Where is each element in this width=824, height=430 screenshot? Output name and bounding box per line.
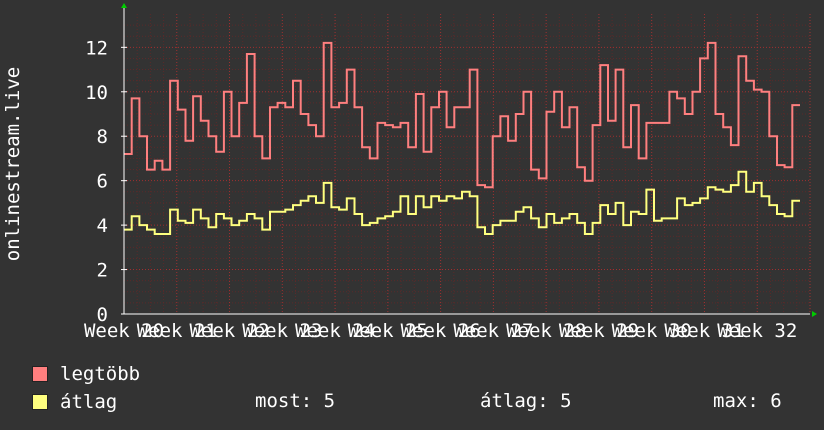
axes: [121, 3, 817, 317]
legend-swatch-legtobb: [32, 366, 48, 382]
x-axis-arrow: [812, 311, 817, 317]
x-tick-label: Week 21: [137, 320, 217, 342]
x-tick-label: Week 31: [664, 320, 744, 342]
legend-item-atlag: átlag: [32, 390, 117, 414]
series-line-legtobb: [124, 41, 800, 189]
y-tick-label: 12: [85, 37, 108, 59]
y-tick-label: 0: [97, 304, 108, 326]
x-tick-label: Week 32: [717, 320, 797, 342]
x-tick-label: Week 24: [295, 320, 375, 342]
x-tick-label: Week 23: [242, 320, 322, 342]
stat-now: most: 5: [255, 390, 336, 412]
x-tick-label: Week 30: [612, 320, 692, 342]
y-tick-label: 8: [97, 126, 108, 148]
x-tick-label: Week 25: [348, 320, 428, 342]
legend-swatch-atlag: [32, 394, 48, 410]
x-tick-label: Week 28: [506, 320, 586, 342]
y-tick-labels: 0 2 4 6 8 10 12: [85, 37, 108, 326]
series-line-atlag: [124, 170, 800, 235]
y-tick-label: 4: [97, 215, 108, 237]
series-lines: [124, 41, 800, 235]
y-axis-label: onlinestream.live: [2, 67, 24, 261]
legend-label-atlag: átlag: [60, 391, 118, 413]
y-tick-label: 6: [97, 171, 108, 193]
x-tick-label: Week 26: [401, 320, 481, 342]
x-tick-label: Week 20: [84, 320, 164, 342]
legend-label-legtobb: legtöbb: [60, 363, 141, 385]
y-tick-label: 2: [97, 260, 108, 282]
y-axis-arrow: [121, 3, 127, 8]
x-tick-label: Week 22: [189, 320, 269, 342]
stat-average: átlag: 5: [480, 390, 572, 412]
legend-item-legtobb: legtöbb: [32, 362, 140, 386]
y-tick-label: 10: [85, 82, 108, 104]
x-tick-label: Week 27: [453, 320, 533, 342]
stat-max: max: 6: [713, 390, 782, 412]
x-tick-label: Week 29: [559, 320, 639, 342]
